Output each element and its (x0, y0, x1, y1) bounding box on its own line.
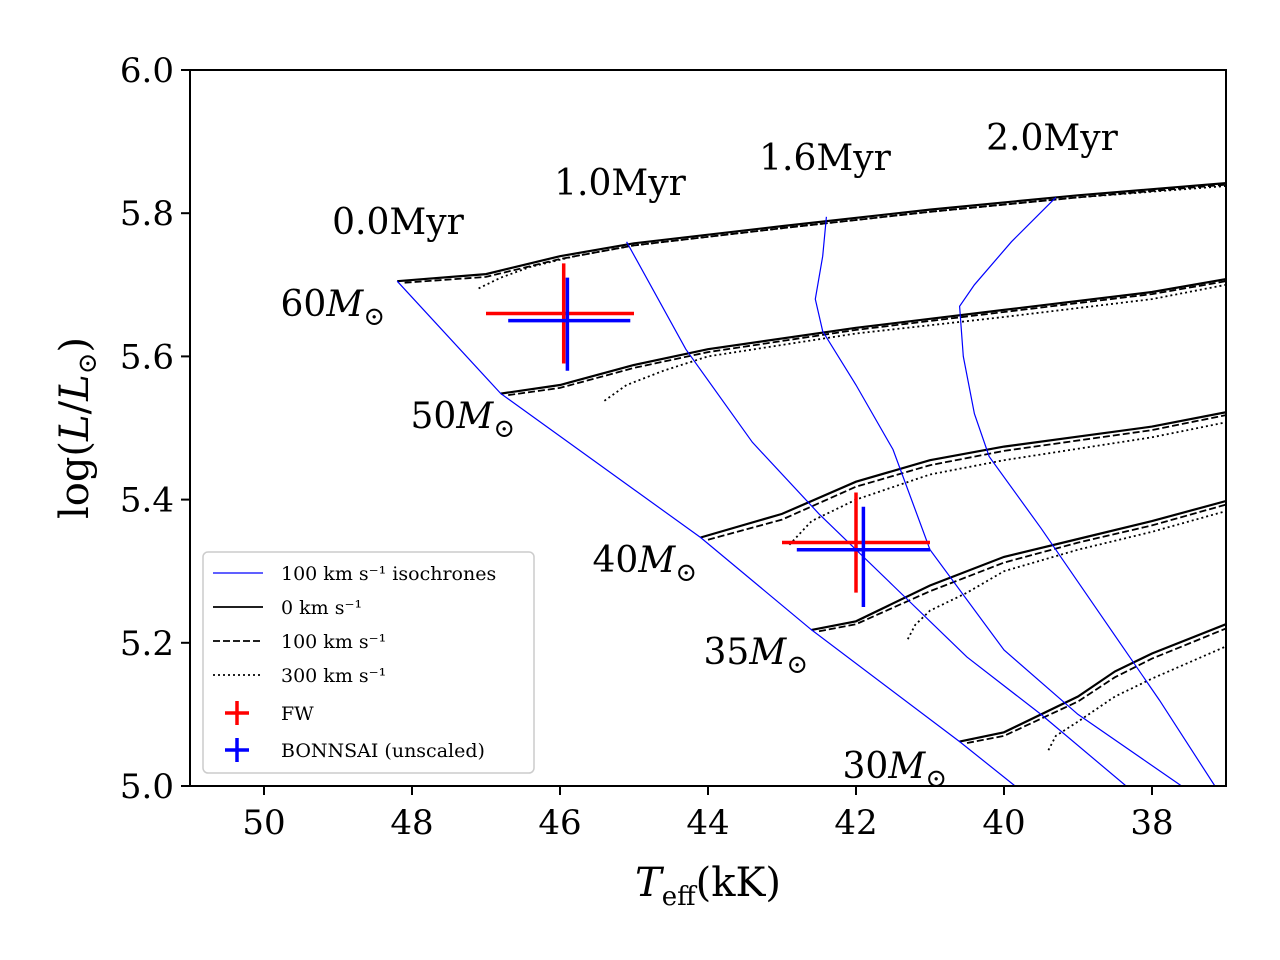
legend-entry-4-label: FW (281, 703, 314, 725)
track-30-msun-300kms (1047, 645, 1226, 751)
y-tick-label-5.6: 5.6 (120, 337, 174, 377)
legend-box (202, 551, 535, 774)
x-tick-label-40: 40 (982, 803, 1025, 843)
y-tick-label-5.0: 5.0 (120, 767, 174, 807)
isochrone-0-0myr (396, 280, 1016, 786)
track-35-msun-300kms (907, 510, 1226, 640)
legend-entry-1-label: 0 km s⁻¹ (281, 597, 362, 619)
track-40-msun-300kms (788, 421, 1226, 546)
track-40-msun-0kms (700, 411, 1226, 539)
isochrone-label-1-6myr: 1.6Myr (759, 138, 891, 179)
x-tick-label-42: 42 (834, 803, 877, 843)
track-50-msun-300kms (603, 283, 1226, 402)
annotations: 0.0Myr 1.0Myr 1.6Myr 2.0Myr 60M⊙ 50M⊙ 40M⊙35M⊙… (281, 118, 1119, 794)
isochrone-label-0-0myr: 0.0Myr (332, 202, 464, 243)
axes: 50 48 46 44 42 40 38 5.0 5.2 5.4 5.6 5.8 6.0 Teff(kK)… (52, 51, 1227, 912)
mass-label-40: 40M⊙ (593, 540, 697, 588)
legend: 100 km s⁻¹ isochrones 0 km s⁻¹ 100 km s⁻¹ 3… (202, 551, 535, 774)
x-tick-label-44: 44 (686, 803, 729, 843)
y-tick-label-5.8: 5.8 (120, 194, 174, 234)
legend-entry-3-label: 300 km s⁻¹ (281, 665, 386, 687)
y-axis-title: log(L/L⊙) (52, 337, 103, 519)
track-50-msun-100kms (508, 280, 1226, 396)
y-tick-label-5.4: 5.4 (120, 481, 174, 521)
y-tick-label-5.2: 5.2 (120, 624, 174, 664)
x-tick-label-48: 48 (390, 803, 433, 843)
isochrone-label-1-0myr: 1.0Myr (554, 163, 686, 204)
track-60-msun-300kms (478, 185, 1226, 290)
track-30-msun-0kms (959, 623, 1226, 743)
x-axis-title: Teff(kK) (635, 860, 781, 912)
x-tick-label-50: 50 (242, 803, 285, 843)
isochrone-1-6myr (814, 216, 1182, 786)
track-35-msun-100kms (818, 503, 1226, 633)
isochrone-2-0myr (958, 196, 1216, 786)
track-50-msun-0kms (500, 278, 1226, 395)
y-tick-label-6.0: 6.0 (120, 51, 174, 91)
x-tick-label-46: 46 (538, 803, 581, 843)
mass-label-50: 50M⊙ (411, 396, 515, 444)
x-tick-label-38: 38 (1130, 803, 1173, 843)
isochrone-label-2-0myr: 2.0Myr (986, 118, 1118, 159)
mass-label-30: 30M⊙ (843, 746, 947, 794)
mass-label-35: 35M⊙ (704, 632, 808, 680)
track-60-msun-0kms (397, 182, 1226, 283)
track-40-msun-100kms (707, 414, 1226, 541)
measurements (486, 263, 930, 607)
y-axis-title-group: log(L/L⊙) (52, 337, 103, 519)
mass-label-60: 60M⊙ (281, 284, 385, 332)
track-35-msun-0kms (811, 499, 1226, 631)
track-30-msun-100kms (966, 627, 1226, 744)
legend-entry-5-label: BONNSAI (unscaled) (281, 740, 485, 762)
legend-entry-0-label: 100 km s⁻¹ isochrones (281, 563, 496, 585)
legend-entry-2-label: 100 km s⁻¹ (281, 631, 386, 653)
